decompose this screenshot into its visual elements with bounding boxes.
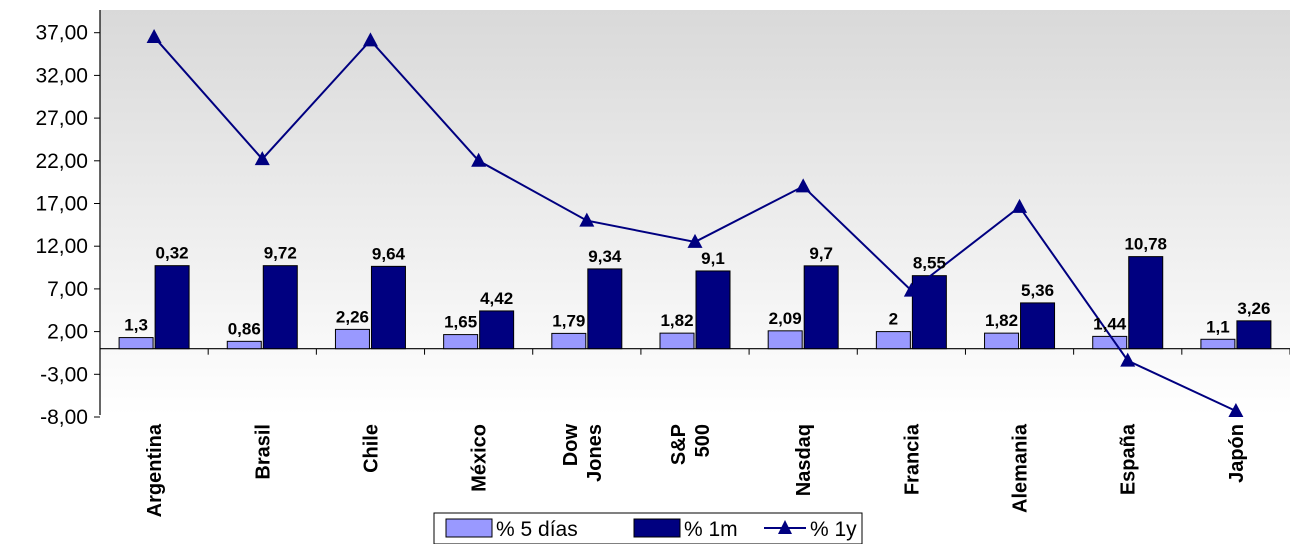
- bar: [803, 265, 839, 350]
- bar: [443, 334, 479, 350]
- y-tick-label: 37,00: [35, 22, 88, 45]
- bar: [587, 268, 623, 350]
- data-label: 4,42: [480, 289, 513, 308]
- data-label: 5,36: [1021, 281, 1054, 300]
- data-label: 2: [889, 310, 898, 329]
- x-tick-label: Francia: [901, 423, 923, 495]
- bar: [479, 310, 515, 350]
- legend-swatch: [445, 518, 493, 538]
- x-tick-label: 500: [692, 424, 714, 457]
- data-label: 9,34: [588, 247, 622, 266]
- data-label: 1,1: [1206, 317, 1230, 336]
- y-tick-label: 17,00: [35, 193, 88, 216]
- x-tick-labels: Argentina Brasil Chile México Dow Jones S&P 500…: [144, 423, 1248, 517]
- x-axis: [99, 348, 1290, 355]
- x-tick-label: Brasil: [252, 424, 274, 480]
- data-label: 0,32: [156, 244, 189, 263]
- data-label: 9,1: [701, 249, 725, 268]
- triangle-marker: [1120, 352, 1136, 367]
- plot-area-background: [100, 10, 1290, 415]
- bar: [262, 265, 298, 350]
- triangle-marker: [254, 151, 270, 166]
- x-tick-label: Jones: [584, 424, 606, 482]
- bar: [875, 331, 911, 350]
- y-tick-label: 27,00: [35, 107, 88, 130]
- y-tick-label: 12,00: [35, 235, 88, 258]
- x-tick-label: México: [469, 424, 491, 492]
- bar: [1092, 335, 1128, 350]
- bar: [695, 270, 731, 350]
- bar: [911, 275, 947, 350]
- bar: [370, 265, 406, 350]
- bar: [1020, 302, 1056, 350]
- triangle-marker: [579, 212, 595, 227]
- legend-marker: [778, 520, 792, 534]
- bar: [1236, 320, 1272, 350]
- y-axis: 37,00 32,00 27,00 22,00 17,00 12,00 7,00 2,00 -3…: [35, 10, 101, 429]
- triangle-marker: [471, 152, 487, 167]
- data-label: 1,82: [985, 311, 1018, 330]
- data-label: 9,7: [809, 244, 833, 263]
- bar: [118, 337, 154, 350]
- bar: [767, 330, 803, 350]
- x-tick-label: Japón: [1226, 424, 1248, 483]
- y-tick-label: -3,00: [40, 363, 88, 386]
- y-tick-label: -8,00: [40, 406, 88, 429]
- triangle-marker: [687, 233, 703, 248]
- legend-label: % 1m: [684, 518, 738, 541]
- data-label: 1,65: [444, 313, 477, 332]
- legend-swatch: [633, 518, 681, 538]
- data-label: 9,64: [372, 244, 406, 263]
- legend: % 5 días % 1m % 1y: [433, 512, 863, 544]
- data-label: 3,26: [1237, 299, 1270, 318]
- triangle-marker: [903, 282, 919, 297]
- x-tick-label: Argentina: [144, 423, 166, 517]
- triangle-marker: [795, 178, 811, 193]
- data-label: 2,09: [769, 309, 802, 328]
- data-label: 1,3: [124, 316, 148, 335]
- triangle-marker: [362, 32, 378, 47]
- x-tick-label: España: [1118, 423, 1140, 495]
- data-label: 1,82: [660, 311, 693, 330]
- triangle-marker: [146, 28, 162, 43]
- bar: [551, 332, 587, 350]
- data-labels: 1,3 0,86 2,26 1,65 1,79 1,82 2,09 2 1,82 1,44 1,1 0…: [124, 235, 1270, 339]
- legend-label: % 1y: [810, 518, 857, 541]
- y-tick-label: 22,00: [35, 150, 88, 173]
- triangle-marker: [1228, 403, 1244, 418]
- data-label: 2,26: [336, 307, 369, 326]
- bar: [154, 265, 190, 350]
- bar: [1200, 338, 1236, 350]
- bar: [659, 332, 695, 350]
- triangle-marker: [1012, 198, 1028, 213]
- x-tick-label: Chile: [360, 424, 382, 473]
- legend-label: % 5 días: [496, 518, 578, 541]
- bar: [1128, 256, 1164, 350]
- x-tick-label: Nasdaq: [793, 424, 815, 496]
- y-tick-label: 32,00: [35, 64, 88, 87]
- data-label: 10,78: [1124, 235, 1167, 254]
- bar-series: [118, 256, 1272, 350]
- data-label: 9,72: [264, 244, 297, 263]
- y-tick-label: 7,00: [47, 278, 88, 301]
- data-label: 0,86: [228, 319, 261, 338]
- x-tick-label: Dow: [560, 424, 582, 467]
- x-tick-label: Alemania: [1010, 423, 1032, 513]
- x-tick-label: S&P: [668, 424, 690, 465]
- bar: [984, 332, 1020, 350]
- data-label: 1,79: [552, 311, 585, 330]
- data-label: 8,55: [913, 254, 946, 273]
- bar: [226, 340, 262, 350]
- data-label: 1,44: [1093, 314, 1127, 333]
- line-series: [146, 28, 1244, 418]
- bar: [334, 328, 370, 350]
- y-tick-label: 2,00: [47, 321, 88, 344]
